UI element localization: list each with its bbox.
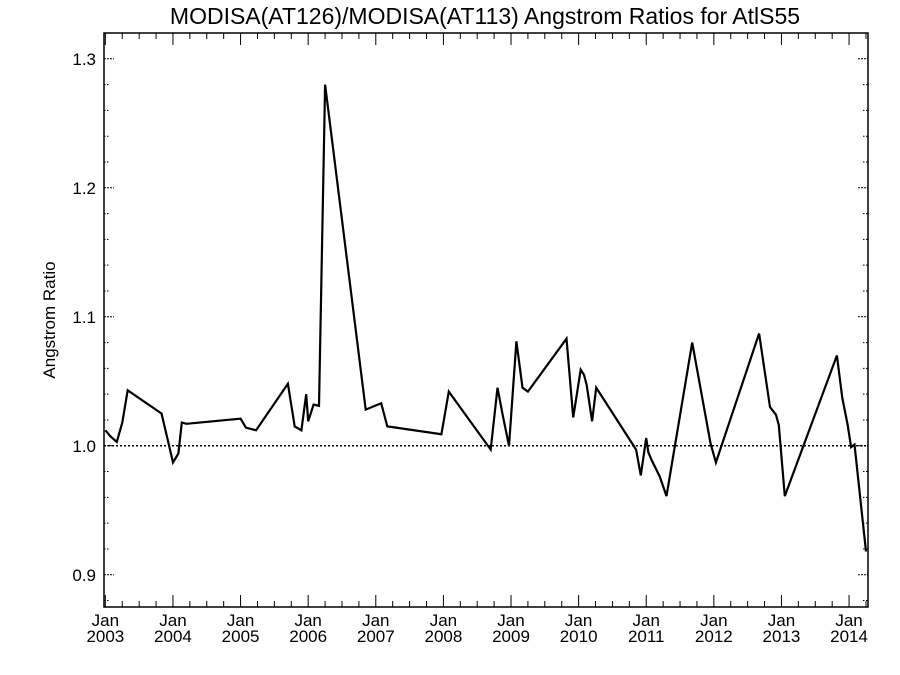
x-tick-year-label: 2012: [695, 627, 733, 646]
x-tick-year-label: 2014: [830, 627, 868, 646]
x-tick-year-label: 2004: [154, 627, 192, 646]
x-tick-year-label: 2007: [357, 627, 395, 646]
x-tick-month-label: Jan: [362, 611, 389, 630]
x-tick-year-label: 2011: [628, 627, 665, 646]
x-tick-year-label: 2003: [86, 627, 124, 646]
x-tick-month-label: Jan: [835, 611, 862, 630]
x-tick-month-label: Jan: [227, 611, 254, 630]
x-tick-month-label: Jan: [497, 611, 524, 630]
x-tick-month-label: Jan: [565, 611, 592, 630]
x-tick-year-label: 2008: [424, 627, 462, 646]
x-tick-year-label: 2005: [222, 627, 260, 646]
x-tick-month-label: Jan: [294, 611, 321, 630]
x-tick-month-label: Jan: [700, 611, 727, 630]
chart-title: MODISA(AT126)/MODISA(AT113) Angstrom Rat…: [170, 3, 800, 29]
y-tick-label: 1.0: [72, 437, 96, 456]
x-tick-month-label: Jan: [768, 611, 795, 630]
x-tick-month-label: Jan: [633, 611, 660, 630]
y-tick-label: 0.9: [72, 566, 96, 585]
y-axis-label: Angstrom Ratio: [40, 261, 59, 378]
y-tick-label: 1.2: [72, 179, 96, 198]
plot-frame: [103, 32, 869, 608]
x-tick-year-label: 2006: [289, 627, 327, 646]
series-line: [104, 84, 868, 552]
x-tick-month-label: Jan: [92, 611, 119, 630]
x-tick-year-label: 2013: [763, 627, 801, 646]
y-tick-label: 1.1: [72, 308, 96, 327]
y-tick-label: 1.3: [72, 50, 96, 69]
x-tick-month-label: Jan: [430, 611, 457, 630]
x-tick-month-label: Jan: [159, 611, 186, 630]
x-tick-year-label: 2010: [560, 627, 598, 646]
x-tick-year-label: 2009: [492, 627, 530, 646]
